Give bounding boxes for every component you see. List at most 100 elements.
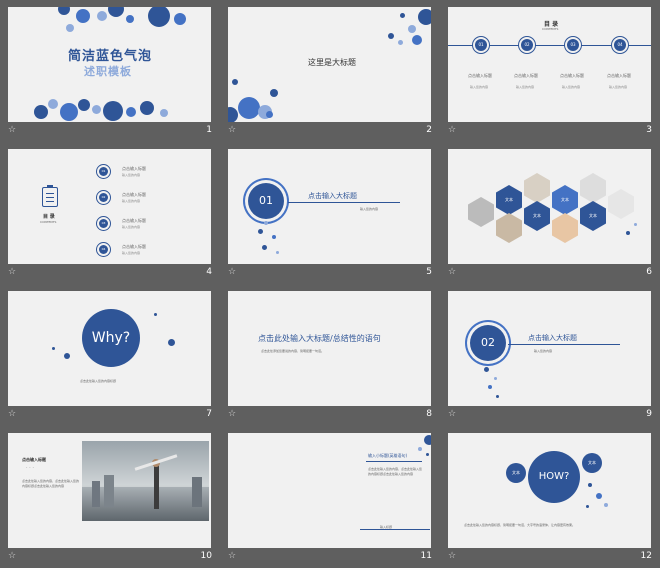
section-title: 点击输入大标题: [528, 334, 577, 342]
contents-badge: 02: [99, 193, 108, 202]
contents-badge: 01: [99, 167, 108, 176]
hex-label: 文本: [524, 201, 550, 231]
contents-item-label: 点击输入标题: [122, 218, 146, 223]
slide-canvas: 目 录 CONTENTS 01 02 03 04 点击输入标题 点击输入标题 点…: [8, 149, 211, 264]
slide-number: 10: [200, 551, 212, 561]
star-icon[interactable]: ☆: [228, 409, 237, 419]
star-icon[interactable]: ☆: [8, 125, 17, 135]
slide-number: 1: [206, 125, 212, 135]
slide-thumb-9[interactable]: 02 点击输入大标题 输入您的内容 ☆ 9: [440, 284, 660, 426]
contents-item-label: 点击输入标题: [122, 244, 146, 249]
contents-item-desc: 输入您的内容: [562, 85, 581, 89]
slide-number: 6: [646, 267, 652, 277]
contents-item-desc: 输入您的内容: [122, 199, 141, 203]
clipboard-icon: [42, 185, 58, 207]
slide-canvas: 这里是大标题: [228, 7, 431, 122]
slide-canvas: Why? 点击此处输入您的内容标题: [8, 291, 211, 406]
slide-footer: 输入标题: [380, 525, 393, 529]
section-subtitle: 输入您的内容: [534, 349, 553, 353]
contents-heading: 目 录: [43, 214, 55, 220]
star-icon[interactable]: ☆: [448, 409, 457, 419]
star-icon[interactable]: ☆: [448, 267, 457, 277]
slide-canvas: 文本 文本 文本 文本: [448, 149, 651, 264]
contents-item-label: 点击输入标题: [122, 166, 146, 171]
slide-canvas: 目 录 CONTENTS 01 02 03 04 点击输入标题 点击输入标题 点…: [448, 7, 651, 122]
slide-thumb-1[interactable]: 简洁蓝色气泡 述职模板 ☆ 1: [0, 0, 220, 142]
slide-thumb-11[interactable]: 输入小标题(英雄语句) 点击此处输入您的内容，点击此处输入您的内容标题点击此处输…: [220, 426, 440, 568]
contents-badge: 01: [475, 39, 487, 51]
contents-heading: 目 录: [544, 21, 559, 28]
bubble-text: 文本: [506, 463, 526, 483]
slide-thumb-2[interactable]: 这里是大标题 ☆ 2: [220, 0, 440, 142]
contents-badge: 02: [521, 39, 533, 51]
slide-thumb-12[interactable]: HOW? 文本 文本 点击此处输入您的内容标题，简明扼要一句话，大字号的语录体，…: [440, 426, 660, 568]
contents-item-desc: 输入您的内容: [122, 251, 141, 255]
slide-dots: · · ·: [26, 465, 34, 471]
contents-item-desc: 输入您的内容: [609, 85, 628, 89]
contents-badge: 03: [567, 39, 579, 51]
why-circle: Why?: [82, 309, 140, 367]
slide-canvas: HOW? 文本 文本 点击此处输入您的内容标题，简明扼要一句话，大字号的语录体，…: [448, 433, 651, 548]
hex-label: 文本: [496, 185, 522, 215]
caption: 点击此处输入您的内容标题，简明扼要一句话，大字号的语录体，让内容更有效果。: [464, 523, 576, 527]
section-badge: 01: [248, 183, 284, 219]
contents-heading-en: CONTENTS: [542, 27, 559, 31]
slide-title: 点击此处输入大标题/总结性的语句: [258, 334, 381, 343]
slide-heading: 点击输入标题: [22, 457, 46, 462]
section-subtitle: 输入您的内容: [360, 207, 379, 211]
slide-title: 简洁蓝色气泡: [68, 49, 153, 64]
slide-title: 这里是大标题: [308, 58, 356, 67]
hex-label: 文本: [552, 185, 578, 215]
contents-item-desc: 输入您的内容: [516, 85, 535, 89]
contents-heading-en: CONTENTS: [40, 220, 57, 224]
hex-label: 文本: [580, 201, 606, 231]
slide-canvas: 点击此处输入大标题/总结性的语句 点击此处添加您要说的内容，简明扼要一句话。: [228, 291, 431, 406]
slide-thumb-6[interactable]: 文本 文本 文本 文本 ☆ 6: [440, 142, 660, 284]
contents-badge: 03: [99, 219, 108, 228]
slide-heading: 输入小标题(英雄语句): [368, 453, 408, 458]
slide-number: 7: [206, 409, 212, 419]
slide-thumb-8[interactable]: 点击此处输入大标题/总结性的语句 点击此处添加您要说的内容，简明扼要一句话。 ☆…: [220, 284, 440, 426]
star-icon[interactable]: ☆: [228, 267, 237, 277]
slide-thumb-7[interactable]: Why? 点击此处输入您的内容标题 ☆ 7: [0, 284, 220, 426]
slide-canvas: 简洁蓝色气泡 述职模板: [8, 7, 211, 122]
slide-number: 2: [426, 125, 432, 135]
contents-item-label: 点击输入标题: [468, 73, 492, 78]
star-icon[interactable]: ☆: [8, 409, 17, 419]
contents-item-label: 点击输入标题: [514, 73, 538, 78]
slide-thumb-5[interactable]: 01 点击输入大标题 输入您的内容 ☆ 5: [220, 142, 440, 284]
contents-item-label: 点击输入标题: [607, 73, 631, 78]
contents-badge: 04: [99, 245, 108, 254]
star-icon[interactable]: ☆: [448, 551, 457, 561]
contents-badge: 04: [614, 39, 626, 51]
slide-thumb-3[interactable]: 目 录 CONTENTS 01 02 03 04 点击输入标题 点击输入标题 点…: [440, 0, 660, 142]
slide-number: 9: [646, 409, 652, 419]
slide-number: 12: [640, 551, 652, 561]
slide-subtitle: 述职模板: [84, 65, 132, 78]
slide-body: 点击此处输入您的内容，点击此处输入您的内容标题点击此处输入您的内容: [22, 479, 80, 488]
contents-item-label: 点击输入标题: [122, 192, 146, 197]
caption: 点击此处输入您的内容标题: [80, 379, 117, 383]
slide-number: 8: [426, 409, 432, 419]
section-title: 点击输入大标题: [308, 192, 357, 200]
slide-body: 点击此处添加您要说的内容，简明扼要一句话。: [261, 349, 325, 353]
slide-number: 5: [426, 267, 432, 277]
slide-thumb-4[interactable]: 目 录 CONTENTS 01 02 03 04 点击输入标题 点击输入标题 点…: [0, 142, 220, 284]
contents-item-desc: 输入您的内容: [122, 225, 141, 229]
slide-number: 3: [646, 125, 652, 135]
slide-number: 4: [206, 267, 212, 277]
contents-item-desc: 输入您的内容: [122, 173, 141, 177]
star-icon[interactable]: ☆: [8, 551, 17, 561]
star-icon[interactable]: ☆: [448, 125, 457, 135]
slide-canvas: 02 点击输入大标题 输入您的内容: [448, 291, 651, 406]
slide-number: 11: [420, 551, 432, 561]
how-circle: HOW?: [528, 451, 580, 503]
slide-canvas: 点击输入标题 · · · 点击此处输入您的内容，点击此处输入您的内容标题点击此处…: [8, 433, 211, 548]
star-icon[interactable]: ☆: [228, 551, 237, 561]
contents-item-label: 点击输入标题: [560, 73, 584, 78]
star-icon[interactable]: ☆: [8, 267, 17, 277]
slide-canvas: 输入小标题(英雄语句) 点击此处输入您的内容，点击此处输入您的内容标题点击此处输…: [228, 433, 431, 548]
star-icon[interactable]: ☆: [228, 125, 237, 135]
contents-item-desc: 输入您的内容: [470, 85, 489, 89]
slide-thumb-10[interactable]: 点击输入标题 · · · 点击此处输入您的内容，点击此处输入您的内容标题点击此处…: [0, 426, 220, 568]
